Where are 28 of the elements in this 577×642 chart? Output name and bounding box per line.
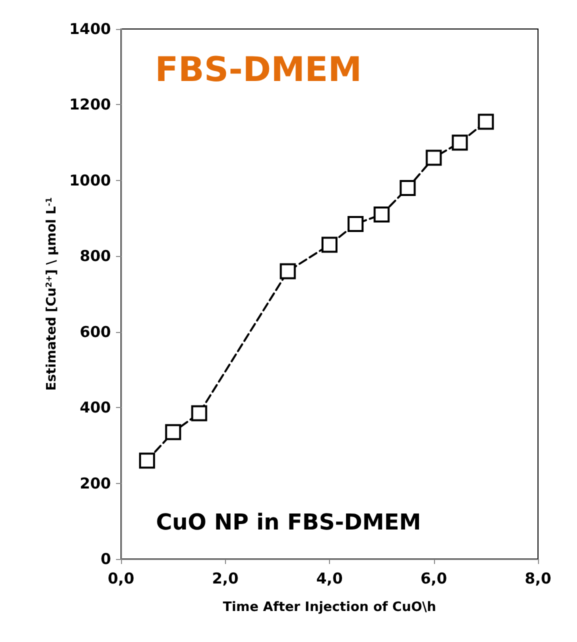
y-tick-label: 1200 <box>69 96 111 114</box>
point <box>280 263 296 280</box>
point <box>322 236 338 253</box>
annotation: CuO NP in FBS-DMEM <box>156 510 422 536</box>
point <box>165 424 182 440</box>
point <box>139 452 156 469</box>
y-tick-label: 400 <box>80 398 111 417</box>
point <box>191 405 208 422</box>
y-tick-label: 800 <box>80 247 111 266</box>
y-axis-title: Estimated [Cu2+] \ µmol L-1 <box>44 196 60 391</box>
point <box>348 216 364 232</box>
y-tick-label: 600 <box>80 322 111 341</box>
point <box>400 180 416 196</box>
y-tick-label: 1000 <box>69 171 111 190</box>
y-tick-label: 1400 <box>69 20 111 38</box>
x-tick-label: 0,0 <box>108 570 134 588</box>
point <box>478 114 494 130</box>
x-axis-title: Time After Injection of CuO\h <box>222 600 436 615</box>
point <box>374 206 390 222</box>
x-tick-label: 6,0 <box>420 570 448 588</box>
point <box>452 134 468 151</box>
x-tick-label: 4,0 <box>316 570 343 588</box>
y-tick-label: 0 <box>100 550 111 568</box>
point <box>426 150 442 166</box>
text: FBS-DMEM <box>155 50 362 90</box>
y-tick-label: 200 <box>80 474 111 492</box>
x-tick-label: 8,0 <box>524 570 552 588</box>
x-tick-label: 2,0 <box>212 570 239 588</box>
